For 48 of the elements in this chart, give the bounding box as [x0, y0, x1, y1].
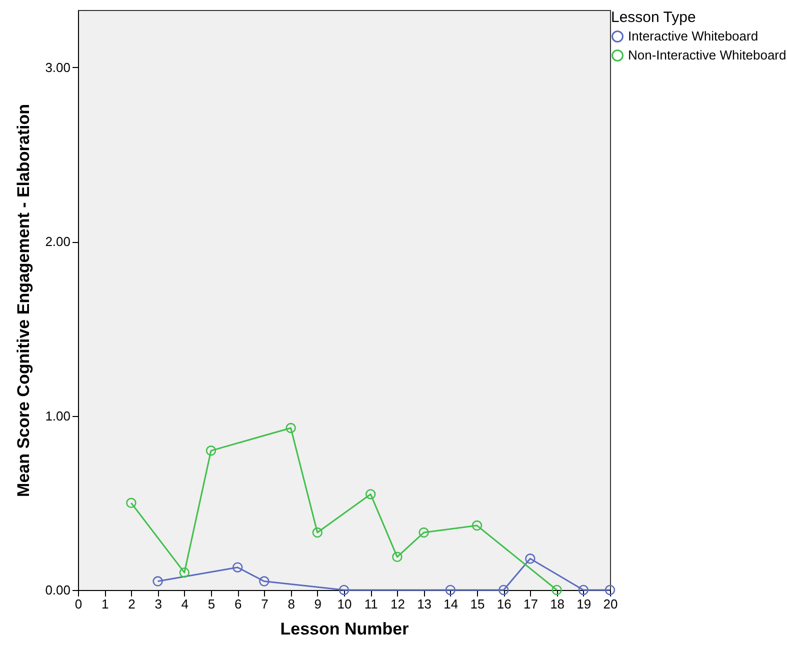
y-tick-label: 3.00: [45, 60, 70, 75]
x-tick-label: 14: [444, 596, 458, 612]
x-tick-label: 4: [181, 596, 189, 612]
point: [392, 552, 402, 562]
point: [179, 567, 190, 578]
x-tick-label: 19: [576, 596, 592, 612]
x-tick-label: 10: [337, 596, 352, 612]
x-tick-label: 6: [234, 596, 242, 612]
y-tick-label: 2.00: [45, 234, 70, 250]
x-tick-label: 15: [470, 596, 485, 612]
x-tick-label: 18: [550, 596, 565, 612]
x-tick-label: 2: [128, 596, 136, 612]
x-tick-label: 9: [314, 596, 322, 612]
x-tick-label: 13: [417, 596, 432, 612]
x-tick-label: 16: [496, 596, 512, 612]
point: [525, 554, 536, 564]
x-tick-label: 20: [603, 596, 618, 612]
point: [552, 584, 562, 596]
point: [206, 446, 216, 456]
x-tick-label: 11: [364, 596, 378, 612]
point: [418, 527, 429, 538]
point: [126, 498, 136, 508]
point: [578, 584, 589, 596]
x-tick-label: 8: [288, 596, 295, 612]
point: [472, 520, 482, 531]
x-tick-label: 0: [74, 596, 82, 612]
y-axis-title: Mean Score Cognitive Engagement - Elaboration: [14, 104, 34, 497]
x-tick-label: 17: [523, 596, 538, 612]
point: [152, 576, 163, 586]
point: [338, 584, 350, 596]
x-tick-label: 7: [261, 596, 268, 612]
y-tick-label: 1.00: [45, 408, 70, 424]
legend-label: Non-Interactive Whiteboard: [628, 48, 786, 62]
point: [232, 562, 243, 572]
point: [365, 489, 376, 500]
x-tick-label: 3: [154, 596, 162, 612]
x-axis-title: Lesson Number: [280, 620, 410, 638]
point: [498, 584, 509, 596]
point: [312, 527, 323, 538]
x-tick-label: 12: [390, 596, 405, 612]
x-tick-label: 1: [101, 596, 109, 612]
legend-title: Lesson Type: [611, 9, 696, 26]
x-tick-label: 5: [208, 596, 216, 612]
legend-label: Interactive Whiteboard: [628, 28, 758, 44]
point: [259, 576, 270, 586]
point: [445, 584, 456, 596]
y-tick-label: 0.00: [45, 582, 70, 598]
point: [286, 422, 296, 434]
